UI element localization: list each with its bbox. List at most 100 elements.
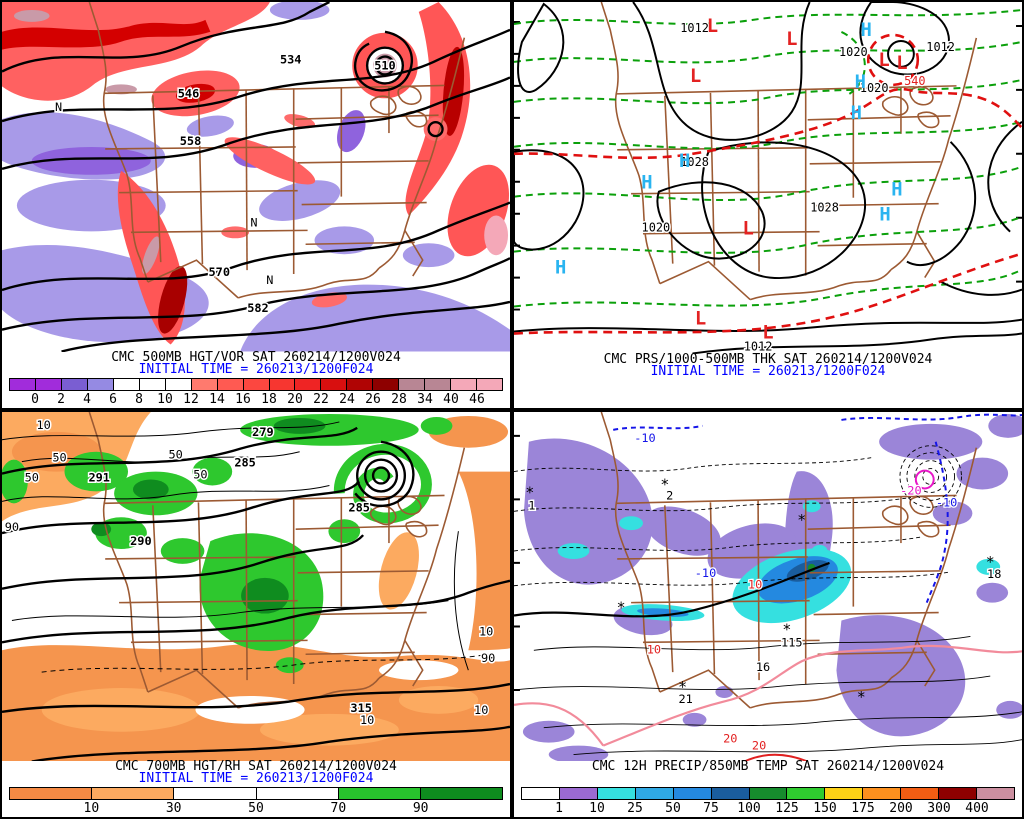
- rh-label-90: 90: [481, 651, 495, 665]
- low-symbol: L: [695, 307, 706, 329]
- colorbar-segment: [749, 788, 788, 799]
- colorbar-tick: 400: [965, 801, 989, 816]
- temp-label-minus10: -10: [936, 495, 958, 509]
- temp-label-10: 10: [748, 577, 762, 591]
- temp-label-minus20: -20: [900, 483, 922, 497]
- isobar-label-1028: 1028: [810, 201, 839, 215]
- isobar-label-1012: 1012: [680, 21, 709, 35]
- colorbar-tick: 18: [261, 391, 277, 407]
- map-prs-thickness: 1012 1012 1012 1020 1020 1020 1028 1028 …: [514, 2, 1022, 354]
- height-label-285: 285: [348, 500, 370, 514]
- n-marker: N: [55, 100, 62, 114]
- contour-label-582: 582: [247, 301, 269, 315]
- panel-title: CMC 12H PRECIP/850MB TEMP SAT 260214/120…: [591, 759, 945, 774]
- rh-label-50: 50: [25, 470, 39, 484]
- map-labels: 279 285 285 291 290 315 10 10 10 10 50 5…: [3, 416, 497, 728]
- panel-title: CMC 500MB HGT/VOR SAT 260214/1200V024: [111, 349, 401, 365]
- rh-label-10: 10: [37, 417, 51, 431]
- colorbar-tick: 20: [287, 391, 303, 407]
- colorbar-tick: 150: [813, 801, 837, 816]
- pressure-labels: 1012 1012 1012 1020 1020 1020 1028 1028 …: [640, 19, 956, 353]
- height-labels: 546 558 570 582 510 534 N N N: [53, 51, 397, 316]
- colorbar-segment: [597, 788, 636, 799]
- initial-time: INITIAL TIME = 260213/1200F024: [138, 771, 374, 786]
- snow-symbol: *: [678, 677, 687, 695]
- colorbar-segment: [939, 788, 978, 799]
- high-symbol: H: [641, 172, 652, 194]
- isobar-label-1020: 1020: [839, 45, 868, 59]
- contour-label-558: 558: [180, 134, 202, 148]
- n-marker: N: [266, 273, 273, 287]
- colorbar-tick: 10: [83, 801, 100, 816]
- colorbar-tick: 1: [555, 801, 563, 816]
- colorbar-tick: 12: [183, 391, 199, 407]
- rh-label-50: 50: [168, 447, 182, 461]
- colorbar-segment: [10, 378, 36, 390]
- temp-label-minus10: -10: [634, 430, 656, 444]
- colorbar-segment: [420, 788, 503, 799]
- thickness-label-540: 540: [904, 74, 925, 88]
- colorbar-segment: [113, 378, 140, 390]
- colorbar-tick: 100: [737, 801, 761, 816]
- colorbar-tick-labels: 0 2 4 6 8 10 12 14 16 18 20 22 24 26 28 34 40 46: [9, 391, 503, 407]
- map-labels: -10 -10 -10 -20 10 10 20 20 1 2 115 21 1…: [525, 429, 1002, 753]
- low-symbol: L: [762, 321, 773, 343]
- colorbar-tick: 40: [443, 391, 459, 407]
- panel-700mb-hgt-rh: 279 285 285 291 290 315 10 10 10 10 50 5…: [0, 409, 512, 819]
- isobar-label-1012: 1012: [926, 40, 955, 54]
- thickness-540-red: [514, 33, 1022, 335]
- colorbar-tick-labels: 1 10 25 50 75 100 125 150 175 200 300 400: [521, 800, 1015, 816]
- colorbar-segment: [863, 788, 902, 799]
- height-label-315: 315: [350, 700, 372, 714]
- snow-symbol: *: [525, 483, 534, 501]
- colorbar-segment: [825, 788, 864, 799]
- colorbar-tick: 25: [627, 801, 643, 816]
- map-500mb-hgt-vor: 546 558 570 582 510 534 N N N: [2, 2, 510, 352]
- colorbar-segment: [174, 788, 257, 799]
- isobar-label-1020: 1020: [642, 221, 671, 235]
- precip-amount-18: 18: [987, 566, 1001, 580]
- snow-symbol: *: [782, 620, 791, 638]
- height-label-290: 290: [130, 534, 152, 548]
- colorbar-segment: [165, 378, 192, 390]
- colorbar-tick: 50: [248, 801, 264, 816]
- colorbar-segment: [338, 788, 421, 799]
- colorbar-tick-labels: 10 30 50 70 90: [9, 800, 503, 816]
- contour-label-534: 534: [280, 53, 302, 67]
- colorbar-segment: [711, 788, 750, 799]
- zero-line-pink: [514, 644, 1022, 747]
- temp-label-minus10: -10: [695, 565, 717, 579]
- precip-amount-16: 16: [756, 660, 770, 674]
- low-symbol: L: [896, 52, 907, 74]
- colorbar-segment: [243, 378, 270, 390]
- temp-label-10: 10: [647, 642, 661, 656]
- precip-colorbar: 1 10 25 50 75 100 125 150 175 200 300 400: [521, 787, 1015, 816]
- colorbar-segment: [191, 378, 218, 390]
- high-symbol: H: [861, 19, 872, 41]
- edge-ticks: [514, 20, 1022, 311]
- colorbar-tick: 24: [339, 391, 355, 407]
- contour-label-510: 510: [374, 59, 396, 73]
- colorbar-tick: 34: [417, 391, 433, 407]
- colorbar-segment: [477, 378, 503, 390]
- colorbar-tick: 125: [775, 801, 799, 816]
- rh-label-10: 10: [360, 712, 374, 726]
- precip-amount-2: 2: [666, 488, 673, 502]
- minus20-closed-contour: [914, 469, 935, 489]
- colorbar-tick: 6: [109, 391, 117, 407]
- rh-label-10: 10: [479, 624, 493, 638]
- height-label-285: 285: [234, 455, 256, 469]
- snow-symbol: *: [986, 552, 995, 570]
- colorbar-tick: 90: [412, 801, 429, 816]
- snow-symbol: *: [857, 687, 866, 705]
- colorbar-tick: 2: [57, 391, 65, 407]
- colorbar-tick: 8: [135, 391, 143, 407]
- colorbar-segment: [399, 378, 426, 390]
- rh-label-50: 50: [193, 467, 207, 481]
- isobar-label-1012: 1012: [744, 339, 773, 353]
- high-symbol: H: [855, 71, 866, 93]
- colorbar-segments: [521, 787, 1015, 800]
- warm-line-red: [743, 753, 809, 761]
- colorbar-tick: 10: [157, 391, 173, 407]
